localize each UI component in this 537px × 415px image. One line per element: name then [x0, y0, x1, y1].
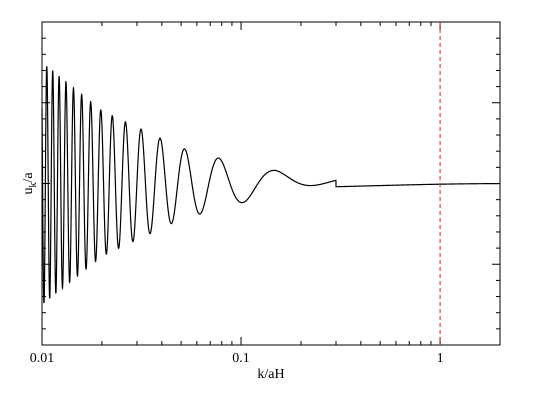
x-tick-label: 0.01: [30, 351, 55, 366]
series-line: [41, 66, 500, 304]
x-tick-label: 0.1: [232, 351, 250, 366]
y-axis-label: uk/a: [21, 172, 39, 195]
y-axis-label-tail: /a: [21, 172, 36, 183]
plot-frame: [41, 21, 501, 346]
x-axis-label: k/aH: [257, 367, 284, 382]
y-axis-label-main: u: [21, 188, 36, 195]
x-ticks: 0.01 0.1 1: [30, 22, 501, 366]
curve-group: [41, 66, 500, 304]
x-tick-label: 1: [437, 351, 444, 366]
y-axis-label-subscript: k: [28, 183, 39, 188]
